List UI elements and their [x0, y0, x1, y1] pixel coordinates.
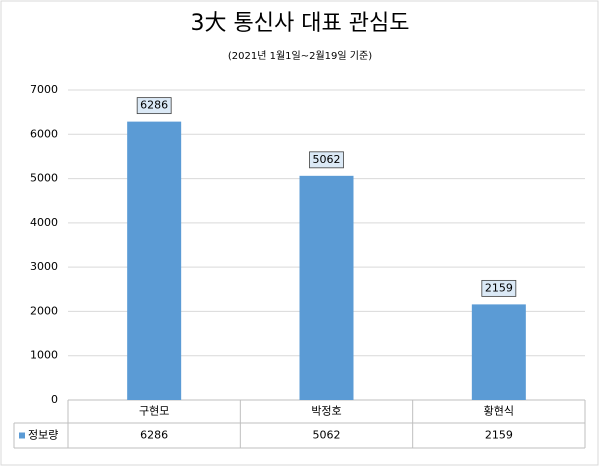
y-tick-label: 7000 — [30, 83, 58, 96]
data-label: 6286 — [140, 99, 168, 112]
y-tick-label: 4000 — [30, 216, 58, 229]
x-tick-label: 구현모 — [139, 405, 169, 418]
chart-title: 3大 통신사 대표 관심도 — [191, 11, 410, 36]
y-tick-label: 3000 — [30, 260, 58, 273]
y-tick-label: 1000 — [30, 349, 58, 362]
data-label-box — [481, 279, 517, 297]
table-value: 5062 — [313, 429, 341, 442]
bar — [299, 175, 354, 400]
data-label: 2159 — [485, 281, 513, 294]
legend-label: 정보량 — [28, 429, 58, 442]
legend-swatch — [19, 432, 25, 439]
y-tick-label: 6000 — [30, 127, 58, 140]
chart-subtitle: (2021년 1월1일~2월19일 기준) — [228, 50, 372, 62]
data-label: 5062 — [313, 153, 341, 166]
bar — [471, 304, 526, 400]
y-tick-label: 5000 — [30, 172, 58, 185]
table-value: 6286 — [140, 429, 168, 442]
data-label-box — [309, 151, 344, 169]
x-tick-label: 박정호 — [311, 405, 341, 418]
data-label-box — [136, 97, 172, 115]
x-tick-label: 황현식 — [484, 405, 514, 418]
y-tick-label: 2000 — [30, 304, 58, 317]
table-value: 2159 — [485, 429, 513, 442]
bar — [127, 121, 182, 401]
y-tick-label: 0 — [51, 393, 58, 406]
